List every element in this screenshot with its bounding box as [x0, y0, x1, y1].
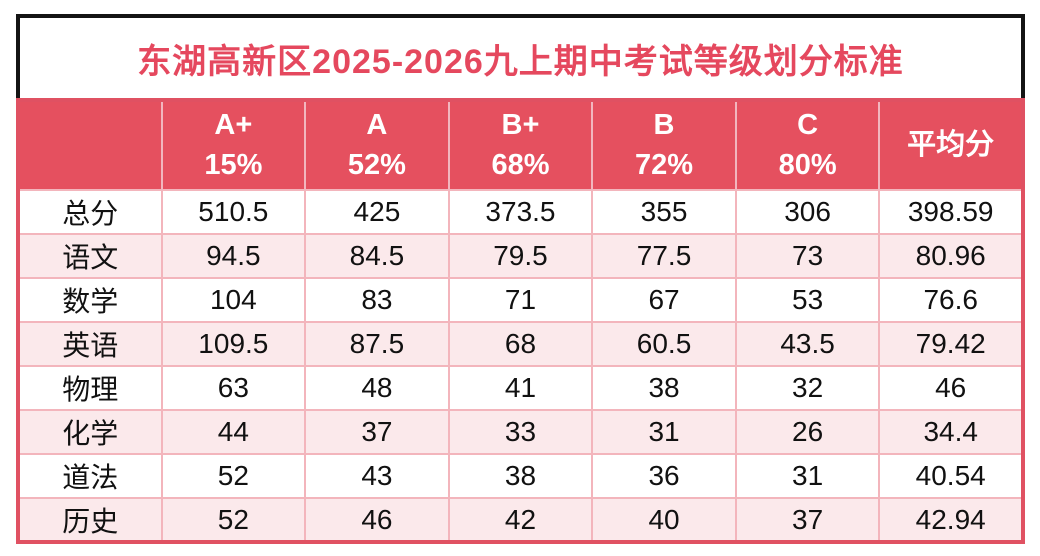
- value-cell: 306: [734, 189, 881, 235]
- value-cell: 44: [160, 409, 307, 455]
- value-cell: 41: [447, 365, 594, 411]
- value-cell: 80.96: [878, 233, 1024, 279]
- table-row-physics: 物理 63 48 41 38 32 46: [17, 365, 1024, 411]
- value-cell: 510.5: [160, 189, 307, 235]
- grade-label: C: [797, 109, 819, 142]
- corner-cell: [18, 100, 163, 190]
- value-cell: 43.5: [734, 321, 881, 367]
- value-cell: 68: [447, 321, 594, 367]
- value-cell: 425: [304, 189, 450, 235]
- grade-label: A+: [214, 109, 253, 142]
- value-cell: 83: [304, 277, 450, 323]
- value-cell: 48: [304, 365, 450, 411]
- col-header-b: B 72%: [592, 100, 737, 190]
- col-header-b-plus: B+ 68%: [448, 100, 594, 190]
- value-cell: 46: [878, 365, 1024, 411]
- value-cell: 71: [447, 277, 594, 323]
- table-title-box: 东湖高新区2025-2026九上期中考试等级划分标准: [16, 14, 1025, 98]
- value-cell: 87.5: [304, 321, 450, 367]
- value-cell: 60.5: [591, 321, 737, 367]
- table-row-ethics-law: 道法 52 43 38 36 31 40.54: [17, 453, 1024, 499]
- value-cell: 73: [734, 233, 881, 279]
- value-cell: 26: [734, 409, 881, 455]
- value-cell: 53: [734, 277, 881, 323]
- col-header-average: 平均分: [879, 100, 1023, 190]
- grade-label: B: [653, 109, 675, 142]
- value-cell: 42: [447, 497, 594, 543]
- value-cell: 109.5: [160, 321, 307, 367]
- value-cell: 37: [734, 497, 881, 543]
- value-cell: 79.42: [878, 321, 1024, 367]
- grade-label: B+: [501, 109, 540, 142]
- value-cell: 46: [304, 497, 450, 543]
- percent-label: 15%: [204, 148, 263, 181]
- grade-label: A: [366, 109, 388, 142]
- value-cell: 67: [591, 277, 737, 323]
- table-row-chemistry: 化学 44 37 33 31 26 34.4: [17, 409, 1024, 455]
- grade-label: 平均分: [907, 128, 995, 161]
- table-row-total: 总分 510.5 425 373.5 355 306 398.59: [17, 189, 1024, 235]
- value-cell: 43: [304, 453, 450, 499]
- value-cell: 33: [447, 409, 594, 455]
- subject-cell: 总分: [17, 189, 163, 235]
- value-cell: 52: [160, 497, 307, 543]
- col-header-c: C 80%: [735, 100, 881, 190]
- subject-cell: 英语: [17, 321, 163, 367]
- value-cell: 398.59: [878, 189, 1024, 235]
- subject-cell: 语文: [17, 233, 163, 279]
- value-cell: 38: [447, 453, 594, 499]
- value-cell: 32: [734, 365, 881, 411]
- subject-cell: 物理: [17, 365, 163, 411]
- subject-cell: 历史: [17, 497, 163, 543]
- value-cell: 52: [160, 453, 307, 499]
- table-row-math: 数学 104 83 71 67 53 76.6: [17, 277, 1024, 323]
- page-title: 东湖高新区2025-2026九上期中考试等级划分标准: [137, 42, 904, 81]
- subject-cell: 数学: [17, 277, 163, 323]
- value-cell: 76.6: [878, 277, 1024, 323]
- grade-table-body: 总分 510.5 425 373.5 355 306 398.59 语文 94.…: [17, 189, 1024, 543]
- table-row-chinese: 语文 94.5 84.5 79.5 77.5 73 80.96: [17, 233, 1024, 279]
- value-cell: 94.5: [160, 233, 307, 279]
- value-cell: 79.5: [447, 233, 594, 279]
- value-cell: 104: [160, 277, 307, 323]
- value-cell: 373.5: [447, 189, 594, 235]
- grade-standard-sheet: 东湖高新区2025-2026九上期中考试等级划分标准 A+ 15% A 52% …: [16, 14, 1025, 544]
- value-cell: 31: [591, 409, 737, 455]
- table-row-history: 历史 52 46 42 40 37 42.94: [17, 497, 1024, 543]
- value-cell: 36: [591, 453, 737, 499]
- table-row-english: 英语 109.5 87.5 68 60.5 43.5 79.42: [17, 321, 1024, 367]
- value-cell: 31: [734, 453, 881, 499]
- col-header-a: A 52%: [305, 100, 450, 190]
- value-cell: 40: [591, 497, 737, 543]
- subject-cell: 化学: [17, 409, 163, 455]
- value-cell: 42.94: [878, 497, 1024, 543]
- value-cell: 84.5: [304, 233, 450, 279]
- grade-table-header: A+ 15% A 52% B+ 68% B 72% C 80%: [18, 100, 1023, 190]
- subject-cell: 道法: [17, 453, 163, 499]
- value-cell: 355: [591, 189, 737, 235]
- value-cell: 38: [591, 365, 737, 411]
- value-cell: 34.4: [878, 409, 1024, 455]
- percent-label: 72%: [635, 148, 694, 181]
- percent-label: 68%: [491, 148, 550, 181]
- percent-label: 80%: [778, 148, 837, 181]
- value-cell: 40.54: [878, 453, 1024, 499]
- value-cell: 63: [160, 365, 307, 411]
- col-header-a-plus: A+ 15%: [161, 100, 307, 190]
- grade-table: A+ 15% A 52% B+ 68% B 72% C 80%: [16, 98, 1025, 544]
- percent-label: 52%: [347, 148, 406, 181]
- value-cell: 77.5: [591, 233, 737, 279]
- header-row: A+ 15% A 52% B+ 68% B 72% C 80%: [18, 100, 1023, 190]
- value-cell: 37: [304, 409, 450, 455]
